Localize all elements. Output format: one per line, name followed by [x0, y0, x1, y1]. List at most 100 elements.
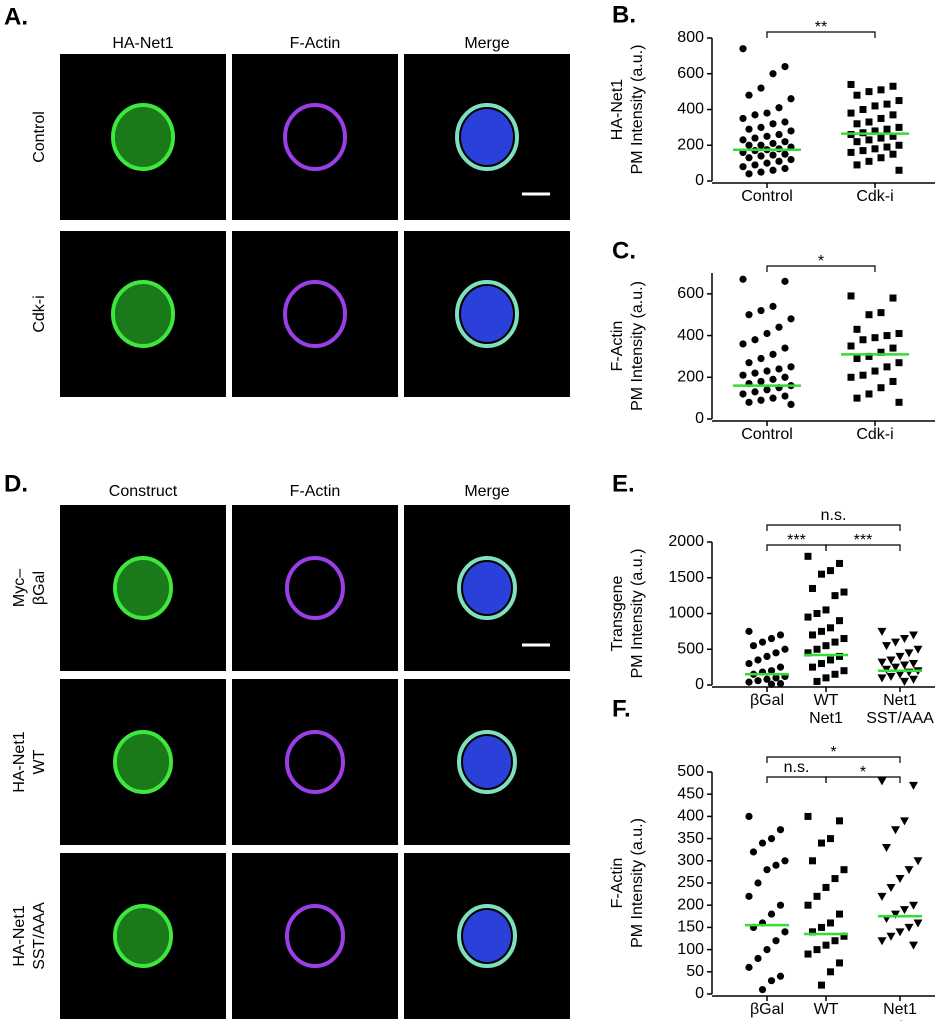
- data-point: [882, 642, 891, 651]
- y-tick-label: 200: [677, 896, 704, 913]
- data-point: [886, 672, 896, 681]
- data-point: [757, 377, 765, 386]
- data-point: [865, 157, 873, 165]
- y-tick-label: 50: [686, 963, 704, 980]
- data-point: [895, 141, 903, 149]
- data-point: [836, 817, 843, 825]
- data-point: [745, 91, 753, 99]
- data-point: [739, 45, 747, 53]
- data-point: [769, 166, 777, 174]
- data-point: [909, 631, 918, 640]
- data-point: [745, 627, 753, 635]
- data-point: [757, 354, 765, 363]
- column-header: F-Actin: [290, 35, 341, 52]
- data-point: [769, 120, 777, 128]
- data-point: [775, 323, 783, 331]
- data-point: [900, 635, 909, 644]
- data-point: [895, 875, 905, 884]
- data-point: [831, 875, 839, 883]
- data-point: [818, 660, 825, 668]
- x-tick-label: Net1: [883, 1001, 917, 1018]
- data-point: [877, 154, 885, 162]
- cell: [117, 906, 169, 966]
- data-point: [772, 649, 780, 657]
- panel-label: C.: [612, 237, 636, 264]
- data-point: [769, 375, 777, 383]
- cell-membrane: [113, 904, 173, 968]
- x-tick-label: Cdk-i: [856, 426, 893, 443]
- y-tick-label: 450: [677, 785, 704, 802]
- x-tick-label: βGal: [750, 1001, 784, 1018]
- data-point: [775, 157, 783, 165]
- panel-label: A.: [4, 3, 28, 30]
- data-point: [757, 123, 765, 131]
- data-point: [904, 866, 914, 875]
- data-point: [822, 642, 830, 650]
- data-point: [895, 652, 905, 661]
- data-point: [813, 946, 821, 954]
- data-point: [781, 164, 789, 173]
- row-label: SST/AAA: [31, 902, 48, 970]
- data-point: [787, 363, 795, 371]
- y-tick-label: 1000: [668, 605, 704, 622]
- y-axis-label: PM Intensity (a.u.): [629, 549, 646, 679]
- row-label: βGal: [31, 571, 48, 605]
- micrograph: [232, 505, 398, 671]
- y-tick-label: 600: [677, 285, 704, 302]
- data-point: [877, 134, 885, 142]
- data-point: [827, 656, 834, 664]
- data-point: [769, 350, 777, 358]
- data-point: [913, 857, 923, 866]
- data-point: [853, 91, 861, 99]
- data-point: [775, 130, 783, 139]
- data-point: [895, 166, 903, 174]
- data-point: [822, 941, 830, 949]
- data-point: [836, 652, 843, 660]
- data-point: [772, 937, 780, 945]
- y-axis-label: PM Intensity (a.u.): [629, 281, 646, 411]
- data-point: [909, 901, 918, 910]
- data-point: [739, 275, 747, 283]
- data-point: [847, 373, 855, 381]
- cell-membrane: [285, 556, 345, 620]
- micrograph: [232, 231, 398, 397]
- data-point: [745, 963, 753, 971]
- data-point: [859, 106, 867, 113]
- data-point: [767, 680, 776, 688]
- data-point: [847, 109, 855, 117]
- data-point: [787, 315, 795, 323]
- data-point: [877, 86, 885, 94]
- data-point: [776, 663, 785, 671]
- data-point: [847, 292, 855, 300]
- data-point: [745, 125, 753, 133]
- data-point: [745, 154, 753, 162]
- data-point: [909, 675, 918, 684]
- data-point: [767, 910, 776, 918]
- data-point: [813, 677, 821, 685]
- data-point: [739, 371, 747, 379]
- data-point: [739, 390, 747, 398]
- data-point: [787, 95, 795, 103]
- data-point: [804, 649, 812, 657]
- data-point: [781, 928, 789, 936]
- data-point: [739, 114, 747, 123]
- data-point: [889, 377, 897, 385]
- data-point: [895, 359, 903, 367]
- data-point: [745, 398, 753, 406]
- data-point: [809, 631, 816, 639]
- data-point: [865, 352, 873, 360]
- data-point: [886, 932, 896, 941]
- data-point: [772, 861, 780, 869]
- data-point: [804, 901, 812, 909]
- x-tick-label: WT: [814, 692, 839, 709]
- data-point: [877, 348, 885, 356]
- cell: [115, 282, 171, 346]
- data-point: [745, 678, 753, 686]
- data-point: [745, 812, 753, 821]
- x-tick-label: Control: [741, 426, 793, 443]
- data-point: [891, 663, 900, 672]
- data-point: [840, 932, 848, 940]
- x-tick-label: SST/AAA: [866, 710, 934, 727]
- data-point: [865, 311, 873, 319]
- data-point: [871, 145, 879, 153]
